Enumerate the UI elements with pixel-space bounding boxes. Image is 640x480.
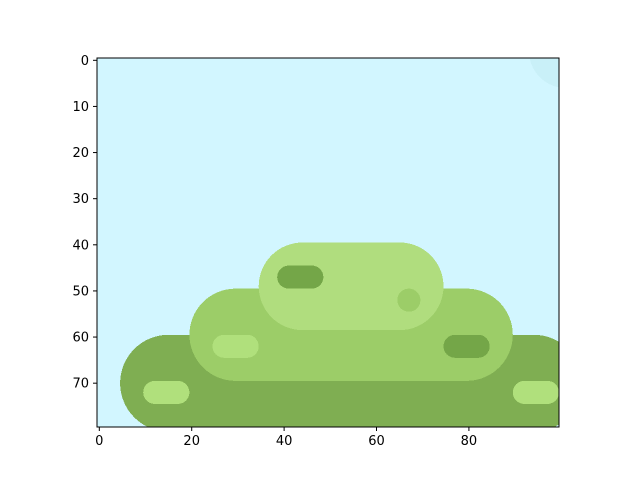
- corner-glow: [529, 58, 559, 88]
- x-tick-label: 20: [183, 434, 200, 449]
- y-tick-label: 0: [81, 54, 89, 69]
- axes-frame: [96, 57, 560, 428]
- top-small-spot: [397, 288, 421, 312]
- y-axis: 0 10 20 30 40 50 60 70: [72, 54, 97, 392]
- middle-dark-spot: [443, 334, 490, 358]
- x-tick-label: 80: [461, 434, 478, 449]
- x-tick-label: 40: [276, 434, 293, 449]
- x-tick-label: 0: [95, 434, 103, 449]
- x-tick-label: 60: [368, 434, 385, 449]
- top-dark-spot: [277, 265, 324, 289]
- y-tick-label: 50: [72, 284, 89, 299]
- x-axis: 0 20 40 60 80: [95, 427, 477, 449]
- bottom-right-spot: [512, 380, 559, 404]
- bottom-left-spot: [143, 380, 190, 404]
- middle-light-spot: [212, 334, 259, 358]
- top-hill: [258, 242, 444, 331]
- y-tick-label: 30: [72, 192, 89, 207]
- y-tick-label: 70: [72, 377, 89, 392]
- y-tick-label: 10: [72, 100, 89, 115]
- y-tick-label: 20: [72, 146, 89, 161]
- y-tick-label: 40: [72, 238, 89, 253]
- image-area: [97, 58, 559, 427]
- y-tick-label: 60: [72, 331, 89, 346]
